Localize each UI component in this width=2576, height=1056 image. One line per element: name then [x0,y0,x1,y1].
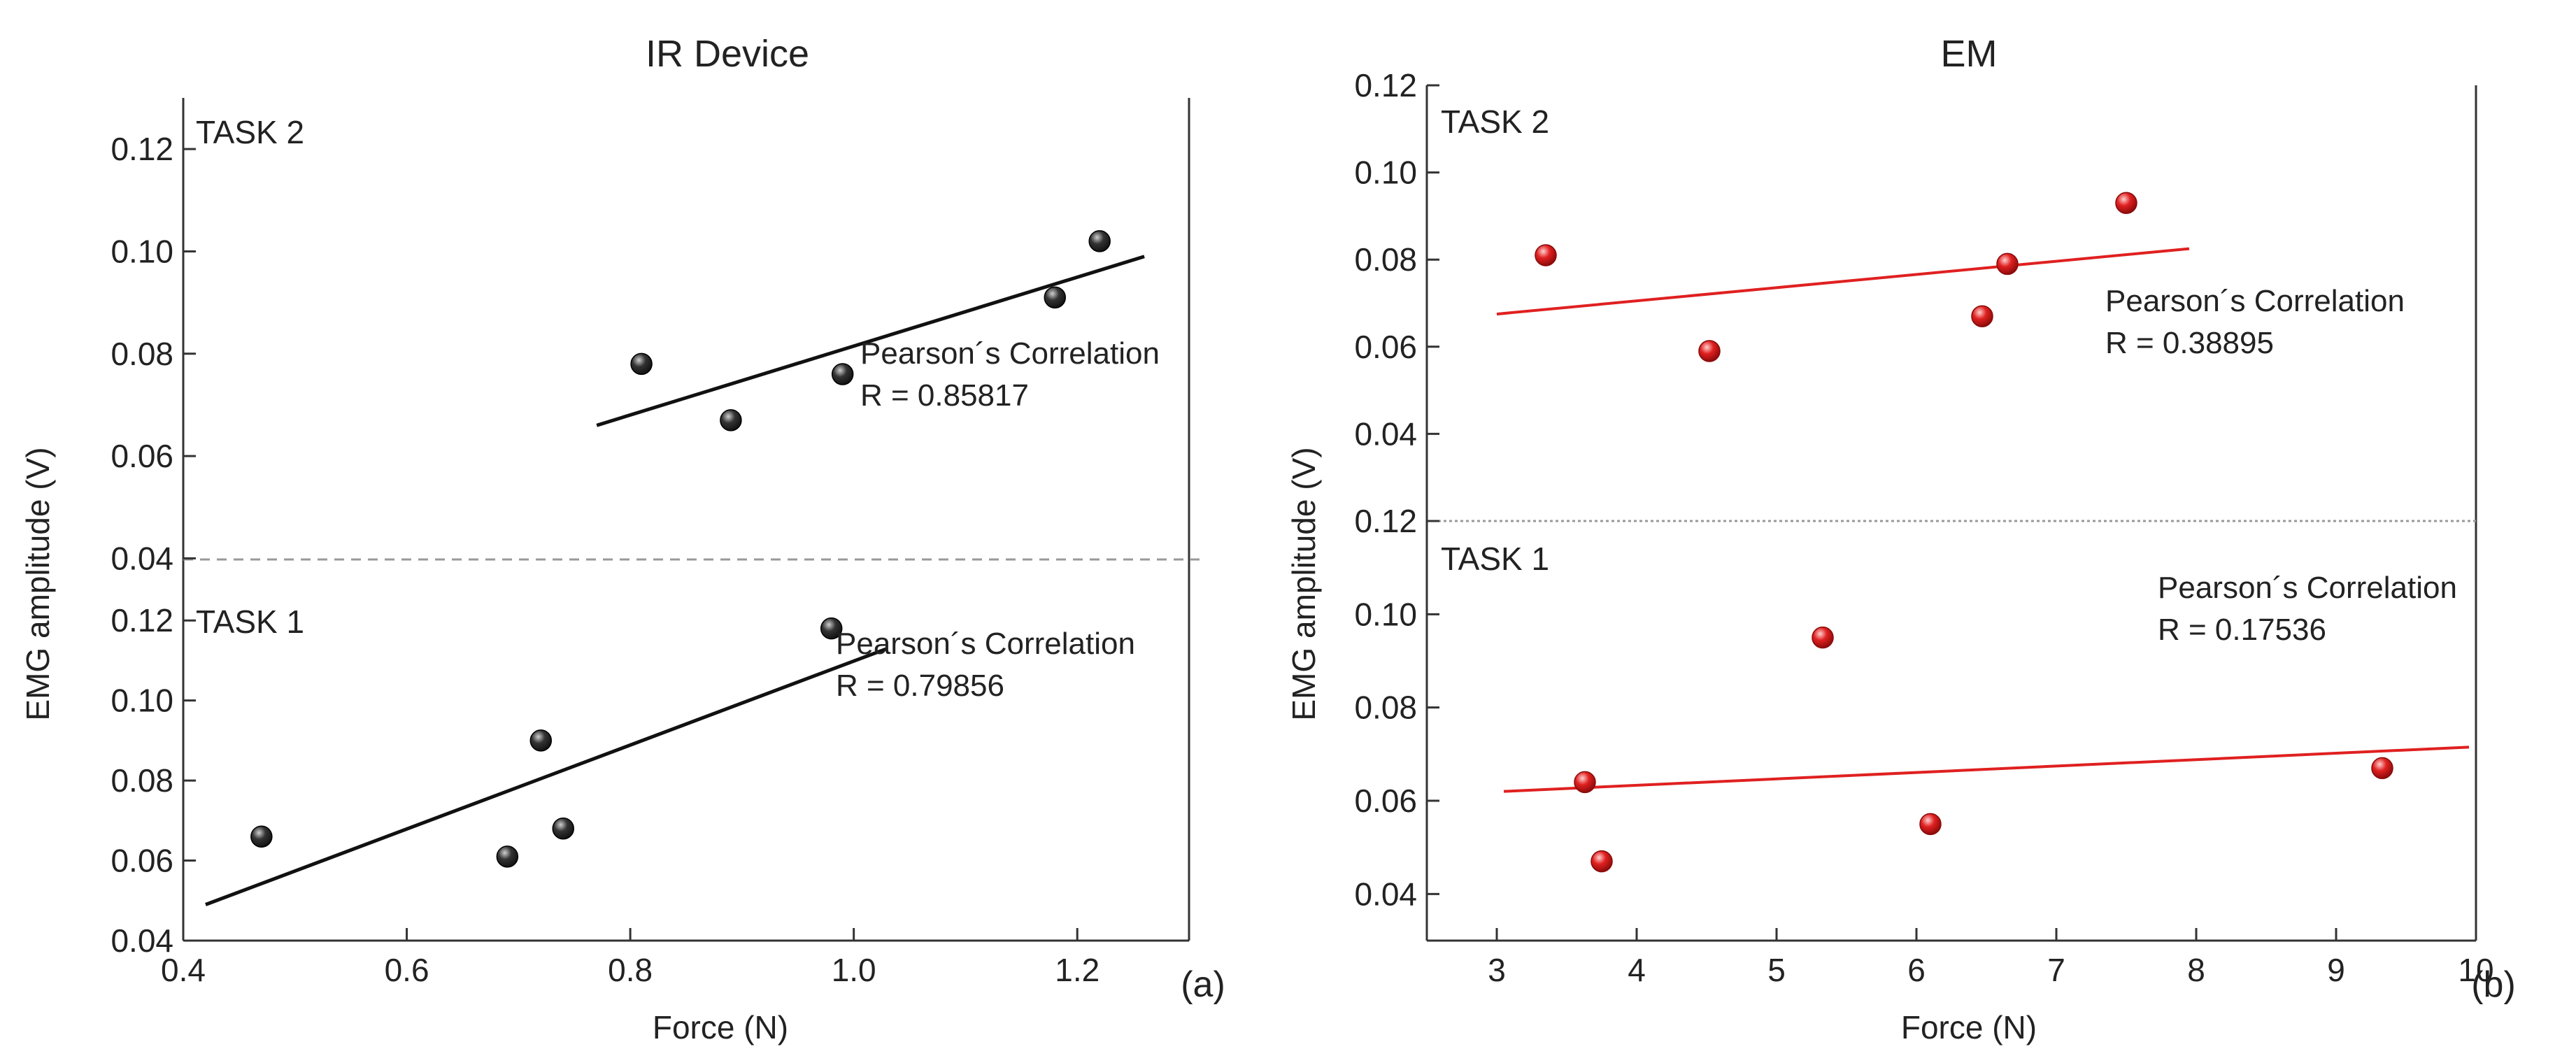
task-label: TASK 1 [196,604,304,640]
x-tick-label: 0.6 [385,952,429,988]
task-label: TASK 1 [1441,541,1549,577]
data-point [720,409,742,431]
data-point [1535,244,1557,266]
data-point [1591,850,1613,873]
subplot-task-1: TASK 1 0.04 0.06 0.08 0.10 0.12 Pearson´s Corr… [1354,503,2470,912]
subplot-task-2: TASK 2 0.04 0.06 0.08 0.10 0.12 Pearson´s Corr… [111,114,1160,576]
subplot-task-2: TASK 2 0.04 0.06 0.08 0.10 0.12 Pearson´s Corr… [1354,67,2405,452]
y-tick-label: 0.04 [111,540,173,576]
x-tick-label: 0.8 [608,952,653,988]
y-tick-label: 0.08 [111,336,173,372]
data-point [630,352,653,376]
x-tick-label: 5 [1767,952,1786,988]
y-tick-label: 0.12 [111,602,173,638]
subplot-task-1: TASK 1 0.04 0.06 0.08 0.10 0.12 Pearson´s Corr… [111,602,1135,959]
y-tick-label: 0.10 [111,683,173,719]
correlation-label: Pearson´s Correlation [2158,571,2457,605]
y-tick-label: 0.06 [1354,329,1417,365]
y-tick-label: 0.12 [111,131,173,167]
chart-title: IR Device [646,33,809,75]
correlation-label: Pearson´s Correlation [860,336,1160,371]
correlation-value: R = 0.38895 [2105,326,2274,360]
data-point [820,617,843,640]
y-axis-label: EMG amplitude (V) [20,447,56,720]
data-point [2371,757,2393,780]
x-tick-label: 1.0 [832,952,876,988]
x-axis-label: Force (N) [1901,1009,2037,1046]
y-tick-label: 0.04 [1354,415,1417,452]
fit-line [205,646,888,906]
chart-title: EM [1941,33,1998,75]
y-axis-label: EMG amplitude (V) [1286,447,1322,720]
x-tick-label: 4 [1628,952,1646,988]
correlation-value: R = 0.17536 [2158,613,2326,647]
data-point [1971,305,1993,327]
y-tick-label: 0.10 [1354,155,1417,191]
correlation-value: R = 0.79856 [836,669,1004,703]
panel-tag: (b) [2471,964,2516,1005]
y-tick-label: 0.08 [1354,690,1417,726]
chart-ir-device: IR Device EMG amplitude (V) Force (N) (a) 0.… [20,33,1225,1046]
x-tick-label: 0.4 [161,952,206,988]
correlation-label: Pearson´s Correlation [836,627,1135,661]
data-point [831,363,854,385]
y-tick-label: 0.10 [111,233,173,269]
y-tick-label: 0.06 [111,438,173,474]
y-tick-label: 0.04 [1354,876,1417,912]
fit-line [1503,745,2470,793]
data-point [1574,771,1596,794]
data-point [1812,626,1834,649]
correlation-label: Pearson´s Correlation [2105,284,2405,318]
task-label: TASK 2 [1441,104,1549,140]
y-tick-label: 0.12 [1354,503,1417,539]
data-point [1698,340,1721,362]
data-point [552,818,574,840]
y-tick-label: 0.06 [1354,783,1417,819]
fit-line [1496,247,2190,316]
y-tick-label: 0.08 [111,762,173,799]
data-point [529,729,553,752]
correlation-value: R = 0.85817 [860,378,1029,413]
x-tick-label: 3 [1488,952,1506,988]
x-tick-label: 7 [2047,952,2065,988]
data-point [1996,252,2019,276]
panel-tag: (a) [1181,964,1225,1005]
data-point [2115,192,2137,214]
y-tick-label: 0.06 [111,843,173,879]
x-tick-label: 9 [2327,952,2345,988]
x-tick-label: 8 [2187,952,2205,988]
data-point [1919,813,1942,836]
data-point [1044,286,1067,309]
chart-em: EM EMG amplitude (V) Force (N) (b) 3 4 5 6 7 8 9 10… [1286,33,2516,1046]
fit-line [596,255,1145,427]
data-point [250,825,273,848]
task-label: TASK 2 [196,114,304,150]
x-tick-label: 10 [2458,952,2493,988]
x-tick-label: 1.2 [1055,952,1100,988]
data-point [496,845,519,868]
y-tick-label: 0.12 [1354,67,1417,104]
y-tick-label: 0.04 [111,922,173,959]
data-point [1088,230,1111,252]
x-tick-label: 6 [1907,952,1926,988]
y-tick-label: 0.08 [1354,241,1417,278]
x-axis-label: Force (N) [653,1009,788,1046]
y-tick-label: 0.10 [1354,596,1417,632]
